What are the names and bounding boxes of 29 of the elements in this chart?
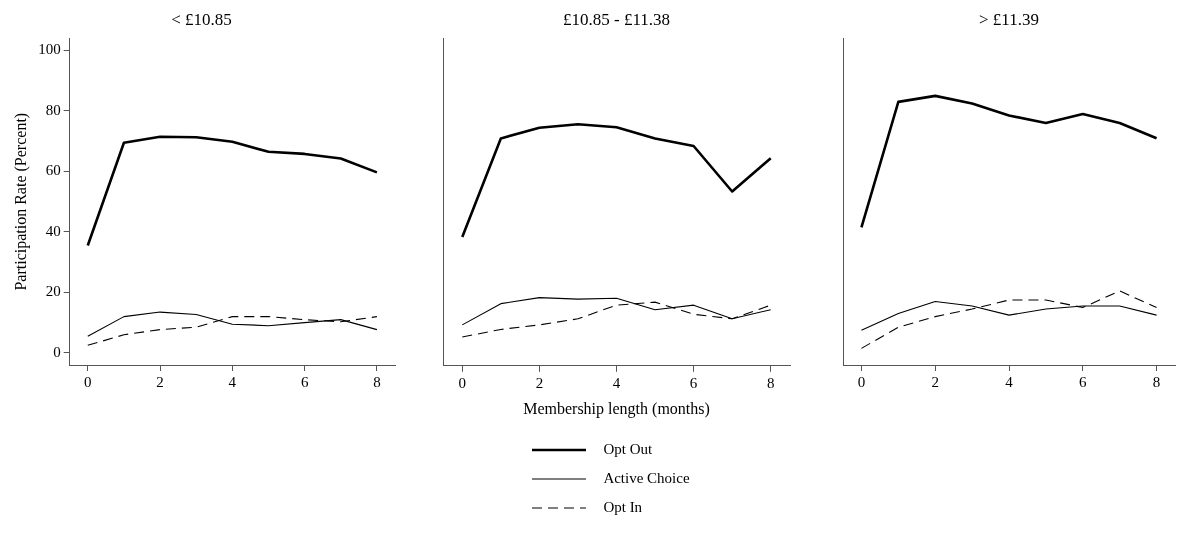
y-tick-label: 80 [45,101,61,118]
x-tick-label: 6 [1079,373,1088,390]
x-tick-label: 6 [300,373,309,390]
y-tick-label: 100 [38,41,61,58]
x-tick-label: 8 [1152,373,1161,390]
legend-label: Opt In [603,499,643,516]
x-tick-label: 4 [612,374,621,391]
chart-title: < £10.85 [171,9,232,29]
x-tick-label: 8 [766,374,775,391]
x-tick-label: 0 [458,374,467,391]
x-tick-label: 2 [535,374,544,391]
y-tick-label: 20 [45,283,61,300]
y-axis-title: Participation Rate (Percent) [11,112,30,291]
legend-label: Opt Out [603,441,653,458]
chart-title: > £11.39 [979,9,1039,29]
x-tick-label: 2 [931,373,939,390]
x-tick-label: 4 [228,373,237,390]
x-tick-label: 4 [1005,373,1014,390]
x-tick-label: 6 [689,374,698,391]
x-axis-title: Membership length (months) [523,399,710,418]
x-tick-label: 0 [857,373,866,390]
x-tick-label: 0 [84,373,92,390]
y-tick-label: 40 [45,222,61,239]
y-tick-label: 60 [45,162,61,179]
chart-title: £10.85 - £11.38 [562,9,671,29]
x-tick-label: 2 [156,373,164,390]
x-tick-label: 8 [373,373,381,390]
y-tick-label: 0 [53,343,61,360]
legend-label: Active Choice [603,470,690,487]
